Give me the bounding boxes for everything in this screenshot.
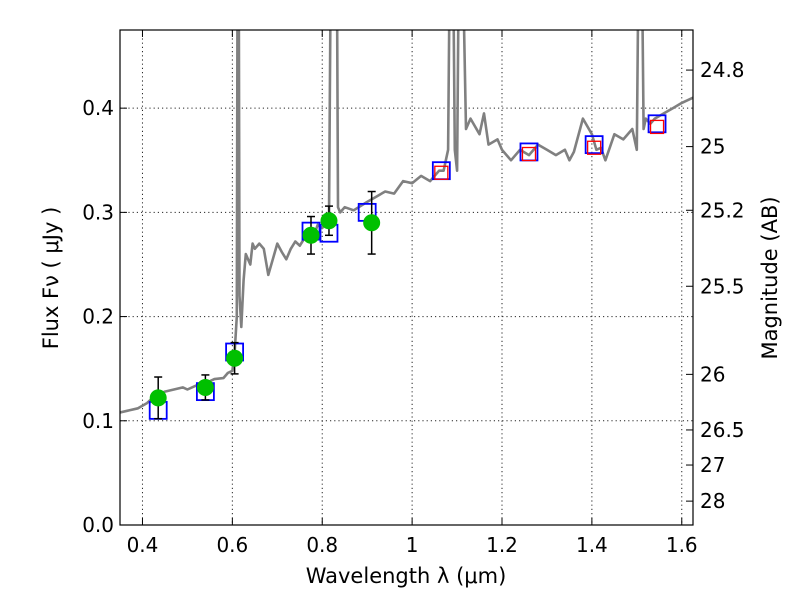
- x-tick-label: 1.2: [486, 533, 518, 557]
- upper-limit-square-marker: [649, 119, 665, 135]
- upper-limit-square-marker: [586, 140, 602, 155]
- y-tick-label: 0.4: [82, 96, 114, 120]
- y-axis-title: Flux Fν ( μJy ): [39, 207, 63, 350]
- axes: 0.4 0.6 0.8 1 1.2 1.4 1.6 0.0 0.1 0.2 0.3 0.4 24.8 25…: [82, 30, 745, 557]
- y-tick-label: 0.0: [82, 513, 114, 537]
- x-axis-title: Wavelength λ (μm): [306, 564, 507, 588]
- x-tick-label: 0.4: [127, 533, 159, 557]
- x-tick-label: 1.6: [666, 533, 698, 557]
- upper-limit-square-marker: [521, 146, 537, 162]
- plot-frame: [119, 29, 694, 526]
- spectrum-layer: [120, 30, 693, 414]
- mag-tick-label: 26.5: [700, 418, 745, 442]
- mag-tick-label: 27: [700, 453, 725, 477]
- mag-tick-label: 26: [700, 362, 725, 386]
- grid: [120, 30, 693, 525]
- mag-tick-label: 24.8: [700, 58, 745, 82]
- x-tick-label: 1.4: [576, 533, 608, 557]
- spectrum-line: [120, 30, 693, 414]
- marker-layer: [148, 114, 667, 420]
- x-tick-label: 1: [406, 533, 419, 557]
- mag-tick-label: 25.5: [700, 274, 745, 298]
- model-square-marker: [647, 114, 667, 134]
- x-tick-label: 0.6: [216, 533, 248, 557]
- observed-flux-point: [302, 226, 320, 244]
- y-tick-label: 0.2: [82, 305, 114, 329]
- upper-limit-square-marker: [434, 165, 449, 180]
- observed-flux-point: [320, 212, 338, 230]
- mag-tick-label: 28: [700, 489, 725, 513]
- observed-flux-point: [226, 349, 244, 367]
- y-tick-label: 0.3: [82, 200, 114, 224]
- y-tick-label: 0.1: [82, 409, 114, 433]
- mag-tick-label: 25: [700, 135, 725, 159]
- observed-flux-point: [149, 389, 167, 407]
- x-tick-label: 0.8: [306, 533, 338, 557]
- model-square-marker: [584, 135, 604, 155]
- observed-flux-point: [363, 214, 381, 232]
- observed-flux-point: [196, 378, 214, 396]
- y2-axis-title: Magnitude (AB): [758, 196, 782, 359]
- mag-tick-label: 25.2: [700, 198, 745, 222]
